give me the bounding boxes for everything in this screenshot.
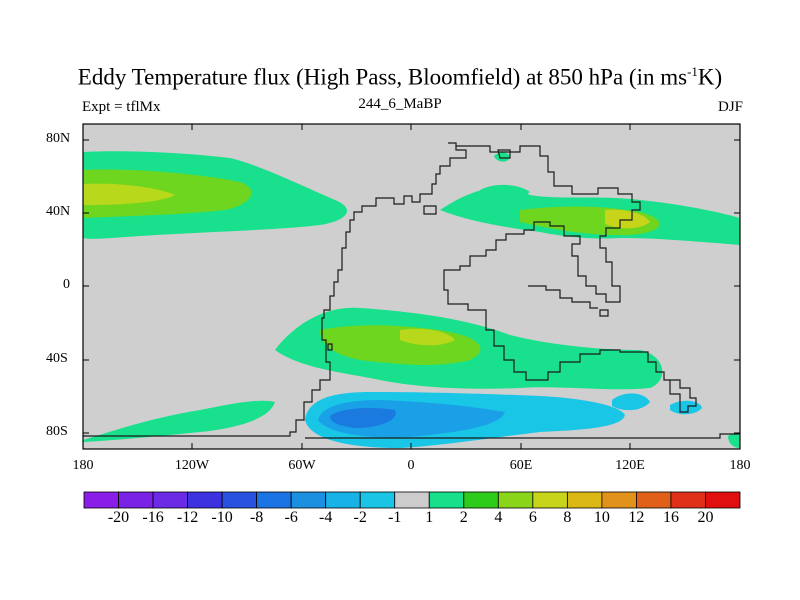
colorbar-box [290, 491, 327, 509]
colorbar-label: -12 [176, 509, 199, 526]
run-label: 244_6_MaBP [358, 96, 442, 112]
flux-negative-core [330, 408, 396, 428]
colorbar-box [532, 491, 568, 509]
x-tick-label: 120E [615, 458, 645, 473]
colorbar-label: -8 [249, 509, 264, 526]
flux-core-nh-west-inner [83, 183, 175, 205]
colorbar-label: -4 [319, 509, 333, 526]
colorbar-label: 16 [662, 509, 679, 526]
colorbar-box [221, 491, 258, 509]
colorbar-box [566, 491, 603, 509]
colorbar-label: 10 [593, 509, 610, 526]
colorbar-box [83, 491, 119, 509]
colorbar-box [670, 491, 706, 509]
colorbar [83, 491, 741, 509]
colorbar-label: -6 [284, 509, 298, 526]
colorbar-box [118, 491, 154, 509]
colorbar-box [428, 491, 465, 509]
colorbar-box [325, 491, 361, 509]
colorbar-label: -10 [211, 509, 233, 526]
x-tick-label: 180 [72, 458, 94, 473]
flux-band-sh-pacific [83, 400, 275, 442]
chart-title: Eddy Temperature flux (High Pass, Bloomf… [77, 64, 723, 90]
flux-core-nh-east-inner [605, 209, 650, 229]
coastline-east-asia [528, 285, 598, 309]
y-axis-ticks [83, 139, 740, 434]
coastline-antarctica [305, 433, 740, 439]
colorbar-box [187, 491, 223, 509]
colorbar-box [601, 491, 637, 509]
coastline-island-4 [327, 343, 333, 351]
colorbar-box [497, 491, 534, 509]
colorbar-label: 4 [494, 509, 503, 526]
flux-patch-north [480, 184, 530, 199]
x-tick-label: 0 [407, 458, 415, 473]
colorbar-label: 20 [697, 509, 714, 526]
colorbar-label: -2 [353, 509, 367, 526]
colorbar-label: 8 [563, 509, 572, 526]
y-tick-label: 40S [46, 351, 68, 366]
colorbar-box [463, 491, 499, 509]
experiment-label: Expt = tflMx [82, 99, 161, 115]
y-tick-label: 80N [46, 131, 71, 146]
colorbar-box [359, 491, 396, 509]
coastlines [83, 142, 740, 439]
colorbar-label: -16 [142, 509, 164, 526]
colorbar-box [636, 491, 672, 509]
colorbar-label: 6 [528, 509, 537, 526]
x-tick-label: 60W [288, 458, 316, 473]
y-tick-label: 80S [46, 424, 68, 439]
flux-negative-patch-pacific [670, 400, 702, 415]
colorbar-label: 12 [628, 509, 645, 526]
x-tick-label: 120W [174, 458, 210, 473]
y-tick-label: 0 [63, 277, 70, 292]
colorbar-label: -20 [107, 509, 130, 526]
colorbar-box [705, 491, 741, 509]
flux-negative-patch-indian [612, 393, 650, 411]
flux-patch-east-edge [728, 433, 740, 448]
flux-core-sh-inner [400, 328, 455, 346]
x-axis-ticks [82, 124, 741, 449]
coastline-island-2 [423, 205, 437, 215]
coastline-island-3 [599, 309, 609, 317]
x-tick-label: 180 [729, 458, 751, 473]
colorbar-box [256, 491, 292, 509]
colorbar-box [152, 491, 188, 509]
x-tick-label: 60E [509, 458, 533, 473]
coastline-africa-eurasia [443, 145, 697, 413]
colorbar-box [394, 491, 430, 509]
season-label: DJF [717, 99, 743, 115]
flux-contours [83, 151, 740, 448]
coastline-americas [83, 142, 467, 437]
colorbar-label: 2 [459, 509, 468, 526]
coastline-island-1 [497, 149, 511, 159]
colorbar-label: 1 [425, 509, 434, 526]
colorbar-label: -1 [388, 509, 402, 526]
flux-patch-arctic [494, 152, 510, 162]
y-tick-label: 40N [46, 204, 71, 219]
